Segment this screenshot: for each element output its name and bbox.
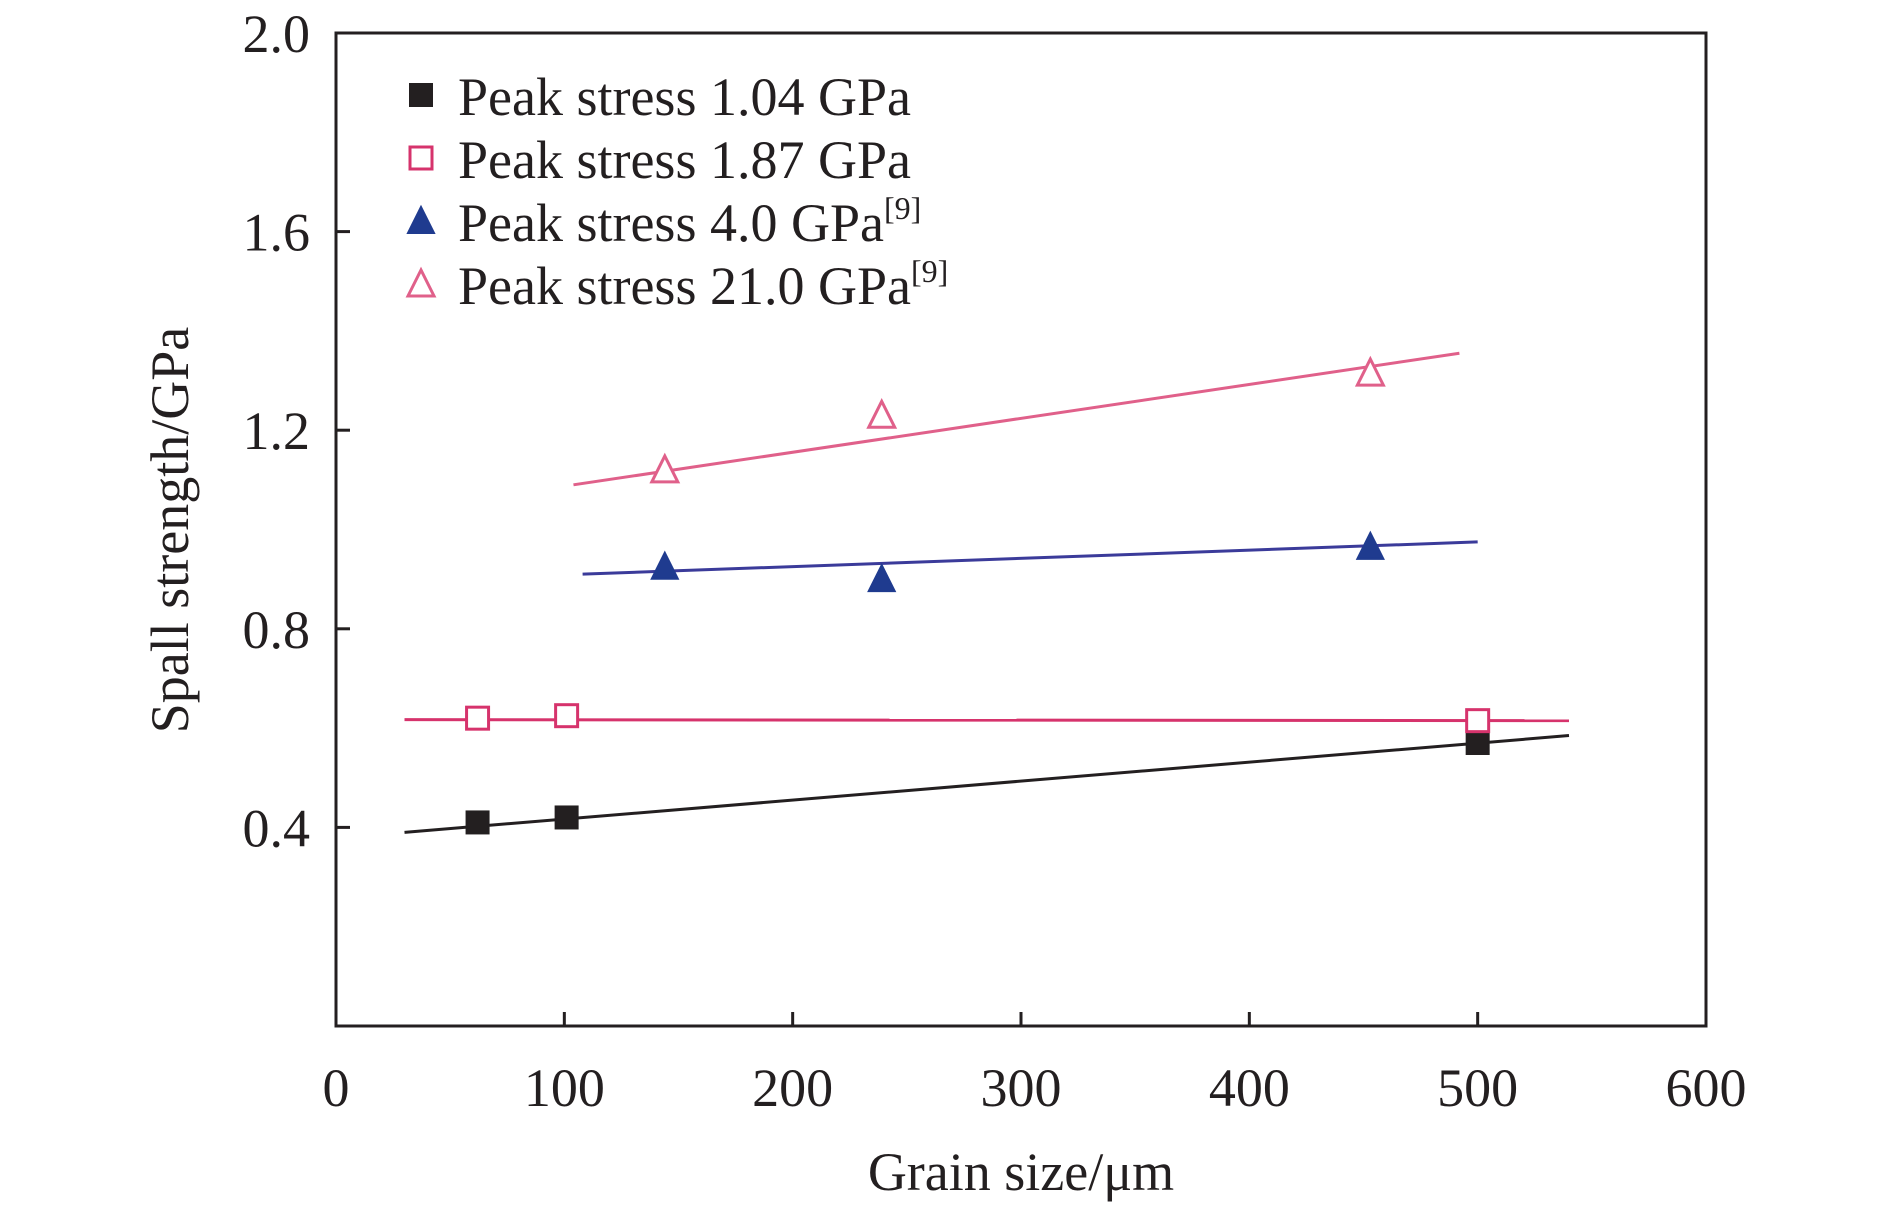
y-axis-ticks: 0.4 0.8 1.2 1.6 2.0 [243,4,350,858]
data-point-series-2 [1465,708,1491,734]
data-point-series-2 [465,705,491,731]
y-tick-label: 2.0 [243,4,311,64]
x-tick-label: 100 [524,1058,605,1118]
data-point-series-4 [1354,355,1386,387]
data-point-series-2 [554,703,580,729]
x-tick-label: 200 [752,1058,833,1118]
legend-marker-series-4 [405,266,437,298]
legend-label-series-1: Peak stress 1.04 GPa [458,67,911,127]
legend-label-superscript: [9] [911,253,948,289]
y-tick-label: 1.6 [243,203,311,263]
legend-marker-series-3 [406,204,436,234]
fit-lines [404,351,1570,834]
data-point-series-3 [1355,530,1385,560]
x-tick-label: 600 [1666,1058,1747,1118]
legend-label-text: Peak stress 1.04 GPa [458,67,911,127]
legend-label-series-4: Peak stress 21.0 GPa[9] [458,253,948,316]
legend-label-superscript: [9] [884,190,921,226]
data-point-series-1 [1465,730,1490,755]
legend-marker-series-1 [409,83,433,107]
y-tick-label: 1.2 [243,401,311,461]
fit-line-series-1 [404,734,1570,834]
data-point-series-1 [465,810,490,835]
legend-label-text: Peak stress 1.87 GPa [458,130,911,190]
data-point-series-3 [867,562,897,593]
x-tick-label: 0 [323,1058,350,1118]
legend-label-text: Peak stress 21.0 GPa [458,256,911,316]
data-point-series-4 [866,397,898,429]
y-tick-label: 0.4 [243,798,311,858]
fit-line-series-3 [582,540,1478,576]
x-tick-label: 500 [1437,1058,1518,1118]
legend-label-text: Peak stress 4.0 GPa [458,193,884,253]
legend-label-series-3: Peak stress 4.0 GPa[9] [458,190,921,253]
fit-line-series-2 [404,718,1570,723]
data-markers [465,355,1491,835]
x-tick-label: 300 [981,1058,1062,1118]
x-axis-title: Grain size/μm [868,1142,1174,1202]
x-axis-ticks: 0 100 200 300 400 500 600 [323,1012,1747,1118]
legend-marker-series-2 [408,145,434,171]
data-point-series-3 [650,550,680,580]
legend-label-series-2: Peak stress 1.87 GPa [458,130,911,190]
fit-line-series-4 [573,351,1460,487]
x-tick-label: 400 [1209,1058,1290,1118]
y-tick-label: 0.8 [243,600,311,660]
data-point-series-1 [554,805,579,830]
data-point-series-4 [649,452,681,484]
y-axis-title: Spall strength/GPa [140,327,200,734]
